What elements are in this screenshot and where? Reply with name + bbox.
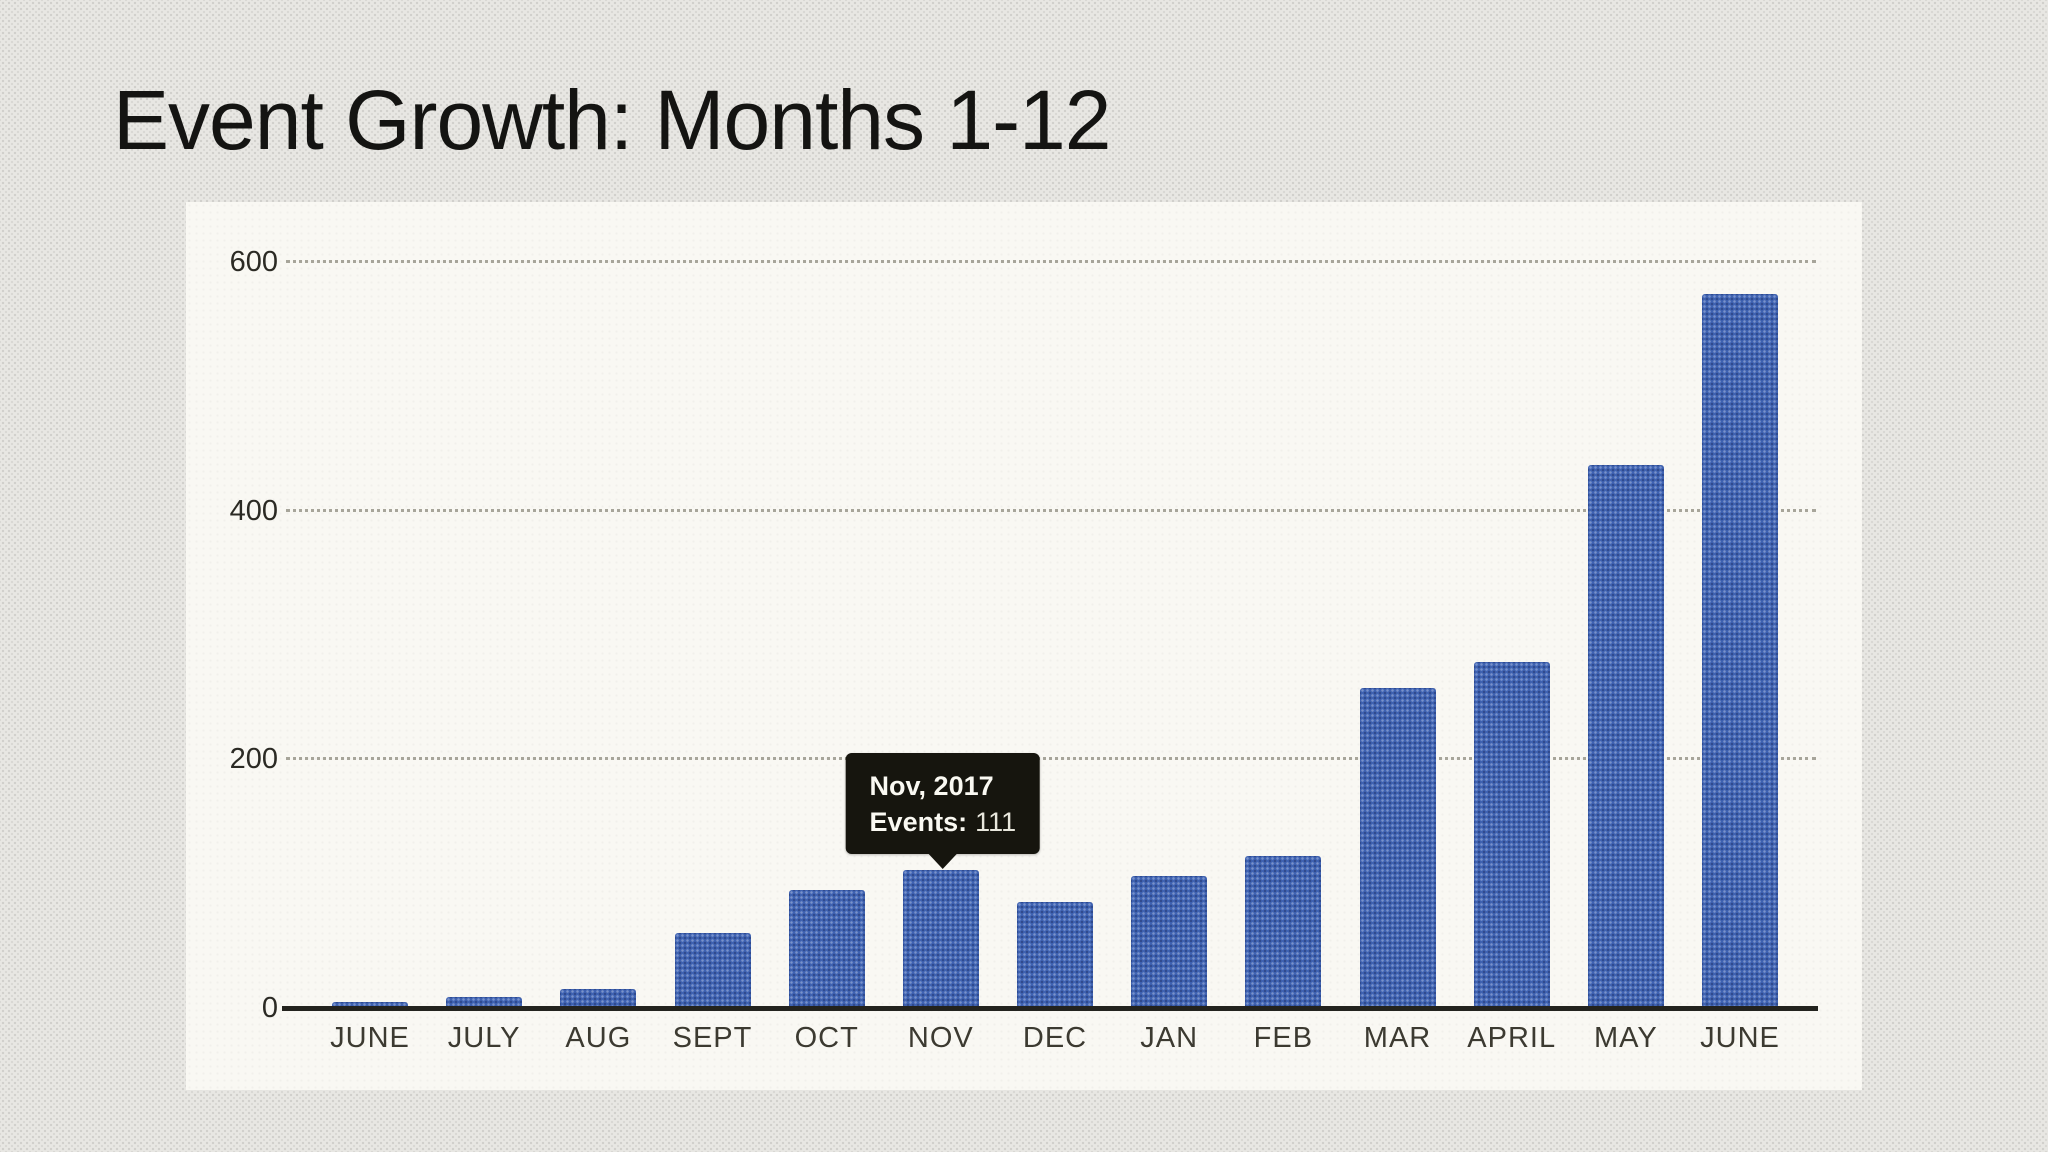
x-axis-label-april-11: APRIL bbox=[1467, 1022, 1557, 1054]
y-axis-tick-label-600: 600 bbox=[229, 246, 278, 278]
x-axis-label-dec-7: DEC bbox=[1022, 1022, 1088, 1054]
bar-feb-9[interactable] bbox=[1245, 856, 1322, 1008]
bar-aug-3[interactable] bbox=[560, 989, 637, 1008]
bar-oct-5[interactable] bbox=[788, 889, 865, 1008]
bar-june-1[interactable] bbox=[332, 1001, 408, 1008]
y-axis-tick-label-400: 400 bbox=[229, 494, 278, 527]
gridline-400 bbox=[286, 508, 1816, 512]
gridline-200 bbox=[286, 757, 1816, 761]
x-axis-label-feb-9: FEB bbox=[1253, 1022, 1314, 1054]
bar-nov-6[interactable] bbox=[902, 869, 979, 1008]
bar-mar-10[interactable] bbox=[1359, 688, 1436, 1008]
bar-chart-panel: Nov, 2017 Events: 111 0 200 400 600 JUNE JULY A… bbox=[186, 202, 1862, 1090]
bar-april-11[interactable] bbox=[1473, 662, 1550, 1008]
bar-sept-4[interactable] bbox=[674, 933, 751, 1008]
x-axis-label-aug-3: AUG bbox=[565, 1022, 632, 1054]
bar-jan-8[interactable] bbox=[1131, 876, 1208, 1008]
y-axis-tick-label-200: 200 bbox=[229, 743, 278, 776]
bar-july-2[interactable] bbox=[446, 996, 523, 1008]
tooltip: Nov, 2017 Events: 111 bbox=[845, 753, 1041, 869]
tooltip-events-label: Events: bbox=[869, 807, 968, 837]
tooltip-events-row: Events: 111 bbox=[870, 804, 1017, 840]
x-axis-label-nov-6: NOV bbox=[907, 1022, 974, 1054]
tooltip-pointer-icon bbox=[928, 854, 957, 869]
x-axis-label-sept-4: SEPT bbox=[672, 1022, 753, 1054]
x-axis-label-june-1: JUNE bbox=[330, 1022, 410, 1054]
bar-june-13[interactable] bbox=[1702, 294, 1779, 1008]
x-axis-label-oct-5: OCT bbox=[794, 1022, 859, 1054]
y-axis-tick-label-0: 0 bbox=[261, 992, 278, 1024]
tooltip-events-value: 111 bbox=[975, 807, 1017, 837]
x-axis-line bbox=[282, 1006, 1818, 1011]
tooltip-date: Nov, 2017 bbox=[869, 771, 994, 801]
x-axis-label-june-13: JUNE bbox=[1700, 1022, 1780, 1054]
gridline-600 bbox=[286, 260, 1816, 263]
x-axis-label-july-2: JULY bbox=[447, 1022, 521, 1054]
page-title: Event Growth: Months 1-12 bbox=[113, 73, 1111, 167]
bar-may-12[interactable] bbox=[1587, 464, 1664, 1008]
x-axis-label-may-12: MAY bbox=[1594, 1022, 1658, 1054]
x-axis-label-mar-10: MAR bbox=[1363, 1022, 1432, 1054]
x-axis-label-jan-8: JAN bbox=[1140, 1022, 1199, 1054]
bar-dec-7[interactable] bbox=[1017, 902, 1094, 1008]
